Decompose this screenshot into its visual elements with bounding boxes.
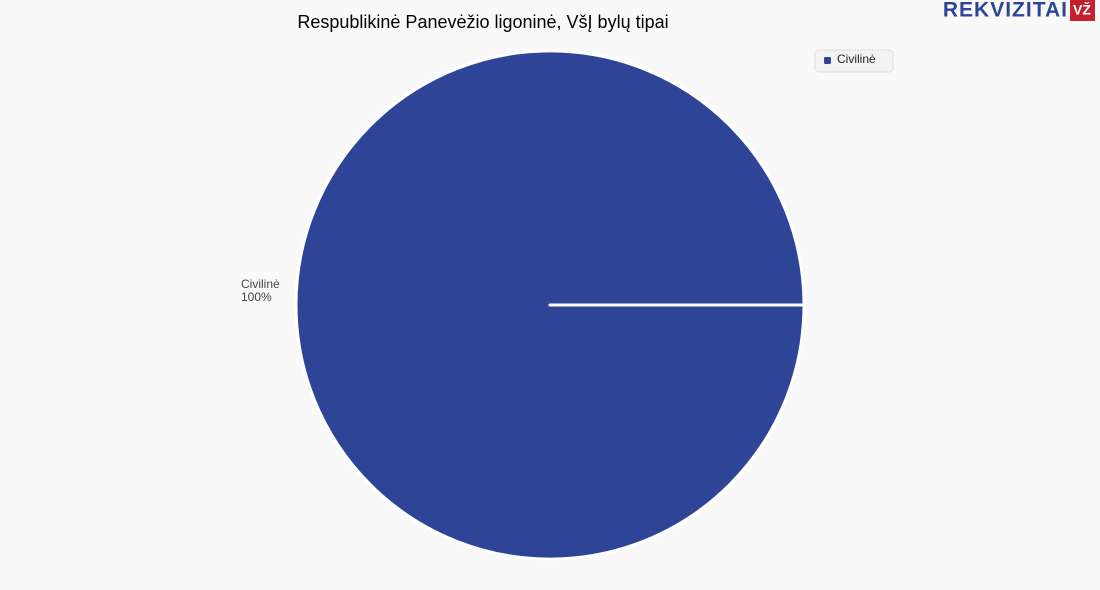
brand: REKVIZITAI (943, 0, 1068, 22)
pie-slice (294, 49, 806, 561)
brand-badge-box (1070, 0, 1095, 21)
chart-title: Respublikinė Panevėžio ligoninė, VšĮ byl… (297, 12, 668, 32)
legend-label: Civilinė (837, 52, 876, 66)
data-label-value: 100% (241, 290, 272, 304)
brand-badge: VŽ (1073, 1, 1091, 18)
legend-box (814, 49, 894, 73)
legend-swatch (824, 57, 831, 64)
data-label-name: Civilinė (241, 277, 280, 291)
